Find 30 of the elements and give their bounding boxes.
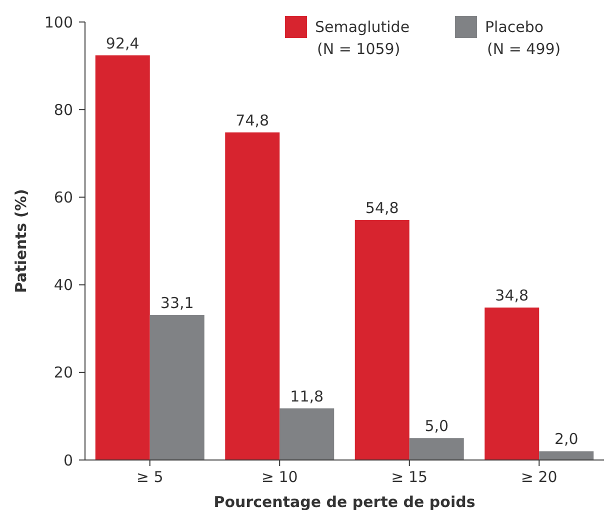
x-tick-label: ≥ 5: [136, 468, 164, 486]
data-label: 33,1: [160, 294, 194, 312]
y-tick-label: 40: [54, 276, 73, 294]
bar: [150, 315, 204, 460]
x-tick-label: ≥ 15: [391, 468, 428, 486]
data-label: 11,8: [290, 387, 324, 406]
y-tick-label: 80: [54, 100, 73, 119]
bar: [539, 451, 594, 460]
y-tick-label: 0: [63, 451, 73, 470]
data-label: 2,0: [554, 430, 578, 448]
y-tick-label: 100: [44, 13, 73, 32]
data-label: 5,0: [424, 417, 449, 436]
legend-label: Semaglutide (N = 1059): [315, 18, 410, 58]
y-tick-label: 20: [54, 364, 73, 382]
data-label: 74,8: [236, 111, 270, 130]
bar: [95, 55, 150, 460]
bar: [280, 408, 334, 460]
y-axis-title: Patients (%): [12, 189, 30, 293]
data-label: 92,4: [106, 34, 140, 52]
y-tick-label: 60: [54, 188, 73, 206]
bar: [484, 308, 540, 460]
x-tick-label: ≥ 10: [261, 468, 298, 486]
bar: [354, 220, 410, 460]
data-label: 34,8: [495, 286, 529, 305]
bar: [409, 438, 464, 460]
data-label: 54,8: [365, 198, 399, 217]
bar: [225, 132, 280, 460]
x-tick-label: ≥ 20: [520, 468, 558, 486]
x-axis-title: Pourcentage de perte de poids: [214, 493, 476, 510]
legend-label: Placebo (N = 499): [485, 18, 561, 58]
